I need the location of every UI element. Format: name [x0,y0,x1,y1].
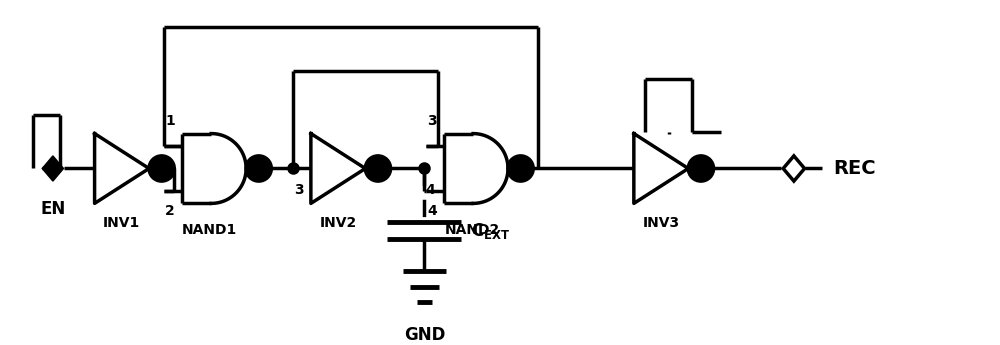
Text: 3: 3 [294,183,303,197]
Text: 2: 2 [165,204,175,218]
Text: NAND2: NAND2 [445,224,500,237]
Text: GND: GND [404,326,445,344]
Circle shape [365,156,391,181]
Polygon shape [783,156,805,181]
Circle shape [688,156,714,181]
Text: $\mathbf{C_{EXT}}$: $\mathbf{C_{EXT}}$ [471,220,510,240]
Text: 4: 4 [427,204,437,218]
Text: EN: EN [40,200,66,218]
Text: INV1: INV1 [103,216,140,230]
Circle shape [508,156,533,181]
Text: INV2: INV2 [319,216,357,230]
Text: INV3: INV3 [642,216,680,230]
Polygon shape [634,134,688,204]
Polygon shape [95,134,149,204]
Text: 3: 3 [427,114,437,128]
Polygon shape [42,156,64,181]
Polygon shape [311,134,365,204]
Circle shape [246,156,271,181]
Text: 4: 4 [425,183,435,197]
Text: NAND1: NAND1 [181,224,237,237]
Text: 1: 1 [165,114,175,128]
Circle shape [149,156,174,181]
Text: REC: REC [834,159,876,178]
